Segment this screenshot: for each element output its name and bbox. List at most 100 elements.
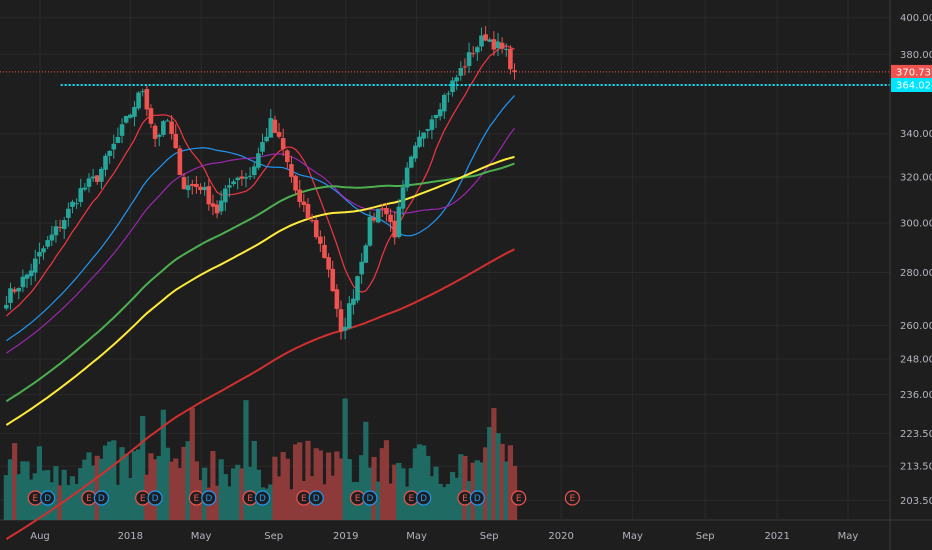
candle-body bbox=[223, 188, 228, 203]
volume-bar bbox=[82, 459, 88, 520]
x-tick-label: 2018 bbox=[118, 531, 143, 542]
candle-body bbox=[103, 155, 108, 170]
volume-bar bbox=[78, 468, 84, 520]
candle-body bbox=[483, 34, 488, 41]
candle-body bbox=[136, 92, 141, 109]
volume-bar bbox=[396, 462, 402, 520]
volume-bar bbox=[387, 483, 394, 520]
candle-body bbox=[454, 77, 459, 82]
time-axis[interactable]: Aug 2018 May Sep 2019 May Sep 2020 May Sep 2021 May bbox=[30, 531, 858, 542]
candle-body bbox=[156, 134, 162, 137]
earnings-marker[interactable] bbox=[564, 490, 580, 506]
volume-bar bbox=[210, 450, 216, 520]
candle-body bbox=[218, 200, 224, 212]
volume-bar bbox=[243, 400, 249, 520]
candle-body bbox=[4, 304, 9, 309]
candle-body bbox=[499, 42, 505, 49]
candle-body bbox=[256, 153, 261, 168]
candle-body bbox=[346, 303, 352, 329]
volume-bar bbox=[272, 456, 278, 520]
dividend-marker[interactable] bbox=[93, 490, 109, 506]
volume-bar bbox=[330, 475, 336, 520]
volume-bar bbox=[441, 487, 447, 520]
candle-body bbox=[508, 48, 513, 70]
y-tick-label: 236.00 bbox=[900, 390, 932, 401]
volume-bar bbox=[24, 461, 30, 520]
candle-body bbox=[289, 164, 294, 177]
earnings-marker[interactable] bbox=[511, 490, 527, 506]
volume-bar bbox=[7, 459, 14, 520]
volume-bar bbox=[160, 409, 166, 520]
volume-bar bbox=[421, 445, 427, 520]
dividend-marker[interactable] bbox=[362, 490, 378, 506]
candle-body bbox=[20, 276, 26, 288]
volume-bar bbox=[284, 458, 290, 520]
moving-average-line bbox=[5, 248, 515, 540]
candle-body bbox=[86, 178, 92, 187]
volume-bar bbox=[181, 446, 187, 520]
dividend-marker-letter: D bbox=[44, 494, 51, 504]
volume-bar bbox=[458, 454, 464, 520]
volume-bar bbox=[346, 459, 352, 520]
y-tick-label: 320.00 bbox=[900, 173, 932, 184]
candle-body bbox=[458, 68, 464, 76]
candle-body bbox=[165, 120, 170, 122]
volume-bar bbox=[57, 485, 63, 520]
candle-body bbox=[293, 175, 298, 191]
volume-bar bbox=[127, 478, 133, 520]
moving-average-line bbox=[5, 155, 515, 426]
candle-body bbox=[318, 236, 323, 244]
candle-body bbox=[214, 204, 220, 214]
volume-bar bbox=[334, 451, 340, 520]
candle-body bbox=[475, 47, 480, 53]
dividend-marker[interactable] bbox=[147, 490, 163, 506]
dividend-marker[interactable] bbox=[469, 490, 485, 506]
volume-bar bbox=[359, 455, 365, 520]
candle-body bbox=[408, 156, 414, 168]
earnings-marker-letter: E bbox=[408, 494, 414, 504]
volume-bar bbox=[280, 451, 286, 520]
candle-body bbox=[388, 214, 393, 222]
candle-body bbox=[433, 114, 439, 119]
candle-body bbox=[272, 119, 278, 133]
dividend-marker-letter: D bbox=[420, 494, 427, 504]
volume-bar bbox=[268, 484, 274, 520]
dividend-marker-letter: D bbox=[205, 494, 212, 504]
dividend-marker[interactable] bbox=[416, 490, 432, 506]
candle-body bbox=[45, 240, 50, 247]
earnings-marker-letter: E bbox=[194, 494, 200, 504]
volume-bar bbox=[235, 464, 241, 520]
candle-body bbox=[264, 136, 269, 142]
x-tick-label: May bbox=[622, 531, 643, 542]
candle-body bbox=[305, 203, 311, 219]
candle-body bbox=[132, 107, 137, 117]
y-tick-label: 280.00 bbox=[900, 268, 932, 279]
dividend-marker[interactable] bbox=[254, 490, 271, 506]
volume-bar bbox=[433, 466, 439, 520]
dividend-marker[interactable] bbox=[40, 490, 56, 506]
volume-bar bbox=[189, 407, 195, 520]
volume-bar bbox=[478, 462, 485, 520]
dividend-marker[interactable] bbox=[201, 490, 217, 506]
candle-body bbox=[16, 288, 22, 292]
candle-body bbox=[355, 276, 360, 301]
candle-body bbox=[446, 93, 451, 95]
dividend-marker-letter: D bbox=[152, 494, 159, 504]
volume-bar bbox=[131, 451, 138, 520]
volume-bar bbox=[148, 453, 154, 520]
candle-body bbox=[276, 132, 282, 137]
x-tick-label: 2020 bbox=[548, 531, 573, 542]
volume-bar bbox=[65, 485, 71, 520]
candle-body bbox=[413, 145, 418, 159]
candle-body bbox=[309, 220, 315, 222]
candle-body bbox=[380, 208, 385, 210]
candle-body bbox=[8, 288, 13, 303]
price-axis[interactable]: 400.00 380.00 340.00 320.00 300.00 280.00 260.… bbox=[889, 0, 932, 550]
dividend-marker[interactable] bbox=[308, 490, 324, 506]
volume-bar bbox=[495, 433, 501, 520]
moving-average-line bbox=[5, 45, 515, 317]
candle-body bbox=[32, 258, 38, 273]
candle-body bbox=[330, 268, 336, 292]
